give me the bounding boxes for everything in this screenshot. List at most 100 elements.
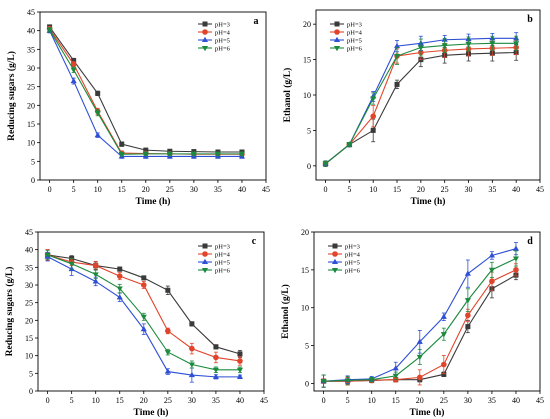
data-point [165,287,171,293]
legend-label: pH=3 [345,244,360,251]
data-point [190,151,197,158]
y-tick-label: 10 [303,91,311,100]
data-point [236,373,244,379]
data-point [392,373,399,380]
data-point [166,151,173,158]
data-point [440,332,447,338]
x-axis-title: Time (h) [411,196,446,207]
data-point [213,344,219,350]
data-point [94,131,101,138]
x-tick-label: 45 [260,396,268,405]
y-tick-label: 10 [25,352,33,361]
y-tick-label: 30 [27,64,35,73]
data-point [441,43,448,49]
data-point [393,53,401,60]
data-point [164,350,171,356]
data-point [465,312,471,319]
data-point [346,142,353,148]
x-tick-label: 15 [392,396,400,405]
data-point [370,96,377,102]
y-tick-label: 40 [27,27,35,36]
x-tick-label: 35 [212,396,220,405]
data-point [320,379,327,385]
data-point [70,67,77,74]
x-tick-label: 30 [188,396,196,405]
x-tick-label: 35 [214,185,222,194]
data-point [489,41,496,47]
x-tick-label: 10 [369,185,377,194]
x-tick-label: 30 [190,185,198,194]
data-point [46,27,53,34]
data-point [440,313,447,319]
legend-marker [333,45,341,52]
series-pH=6 [46,27,246,158]
legend-label: pH=6 [215,46,231,53]
legend-marker [201,267,209,274]
y-tick-label: 5 [307,126,311,135]
data-point [238,151,246,158]
data-point [416,338,423,344]
data-point [70,61,77,68]
data-point [68,261,75,268]
x-tick-label: 25 [164,396,172,405]
legend-label: pH=3 [215,244,230,251]
legend-marker [202,29,208,35]
data-point [95,90,101,96]
series-pH=5 [44,252,244,383]
data-point [140,314,147,321]
data-point [189,345,195,352]
data-point [188,371,195,378]
data-point [488,252,495,258]
legend-marker [331,258,339,265]
x-tick-label: 0 [48,185,52,194]
legend-label: pH=5 [215,38,230,45]
y-tick-label: 5 [305,342,309,351]
data-point [368,377,375,383]
chart-panel-d: 0 5 10 15 20 25 30 35 40 45 0 5 10 15 20 Time (h) Ethano… [280,228,544,418]
data-point [417,45,424,51]
legend: pH=3pH=4pH=5pH=6 [198,21,231,53]
x-tick-label: 15 [118,185,126,194]
data-point [237,358,243,364]
y-tick-label: 35 [27,45,35,54]
legend-label: pH=3 [215,22,230,29]
data-point [165,328,171,334]
legend-label: pH=6 [215,268,231,275]
x-tick-label: 40 [512,185,520,194]
data-point [512,245,520,251]
chart-panel-b: 0 5 10 15 20 25 30 35 40 45 0 5 10 15 20 Time (h) Ethano… [282,9,544,207]
x-tick-label: 30 [465,185,473,194]
data-point [237,351,243,357]
legend-marker [332,243,338,249]
y-tick-label: 45 [27,8,35,17]
y-axis-title: Ethanol (g/L) [282,68,293,123]
plot-frame [39,11,267,181]
data-point [394,81,400,87]
legend: pH=3pH=4pH=5pH=6 [330,21,363,53]
plot-frame [37,231,265,392]
y-tick-label: 15 [301,266,309,275]
legend-marker [332,251,338,257]
data-point [92,262,99,269]
legend-label: pH=5 [215,260,230,267]
data-point [465,41,472,48]
data-point [92,278,99,284]
panels-group: 0 5 10 15 20 25 30 35 40 45 0 5 10 15 20 25 30 35 40 45 Time… [4,8,544,418]
data-point [416,374,423,381]
data-point [370,127,376,133]
data-point [416,354,423,361]
x-tick-label: 45 [262,185,270,194]
data-point [189,321,195,327]
data-point [70,77,77,84]
data-point [441,361,447,368]
legend-label: pH=6 [347,46,363,53]
panel-letter: d [527,236,533,247]
y-axis-title: Ethanol (g/L) [280,284,291,339]
x-tick-label: 30 [464,396,472,405]
x-tick-label: 15 [393,185,401,194]
x-tick-label: 35 [488,396,496,405]
data-point [116,286,123,292]
data-point [464,270,471,276]
data-point [188,362,195,368]
x-axis-title: Time (h) [134,407,169,418]
